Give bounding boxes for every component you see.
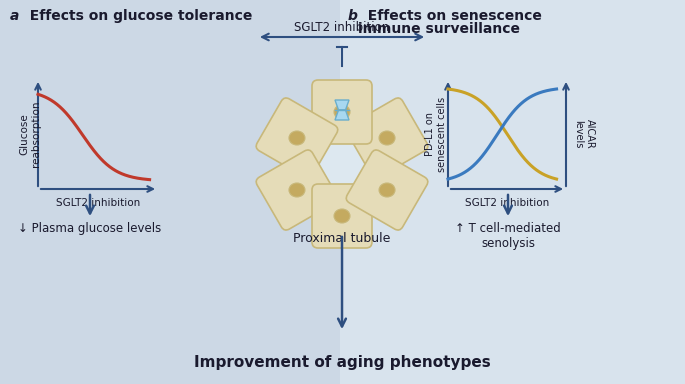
Text: ↓ Plasma glucose levels: ↓ Plasma glucose levels (18, 222, 162, 235)
Text: AICAR
levels: AICAR levels (573, 119, 595, 149)
Text: Glucose
reabsorption: Glucose reabsorption (19, 101, 41, 167)
FancyBboxPatch shape (256, 150, 338, 230)
Text: ↑ T cell-mediated
senolysis: ↑ T cell-mediated senolysis (455, 222, 561, 250)
Text: immune surveillance: immune surveillance (358, 22, 520, 36)
FancyBboxPatch shape (346, 98, 428, 178)
FancyBboxPatch shape (256, 98, 338, 178)
Text: SGLT2 inhibition: SGLT2 inhibition (465, 198, 549, 208)
FancyBboxPatch shape (312, 184, 372, 248)
Text: Improvement of aging phenotypes: Improvement of aging phenotypes (194, 354, 490, 369)
Text: PD-L1 on
senescent cells: PD-L1 on senescent cells (425, 96, 447, 172)
Text: SGLT2 inhibition: SGLT2 inhibition (295, 21, 390, 34)
Text: a: a (10, 9, 19, 23)
FancyBboxPatch shape (312, 80, 372, 144)
Text: b: b (348, 9, 358, 23)
Polygon shape (335, 100, 349, 110)
Ellipse shape (379, 183, 395, 197)
Ellipse shape (379, 131, 395, 145)
Ellipse shape (334, 105, 350, 119)
Bar (0, 0, 340, 384)
Ellipse shape (317, 139, 367, 189)
FancyBboxPatch shape (346, 150, 428, 230)
Ellipse shape (334, 209, 350, 223)
Text: Proximal tubule: Proximal tubule (293, 232, 390, 245)
Text: SGLT2 inhibition: SGLT2 inhibition (56, 198, 140, 208)
Text: Effects on senescence: Effects on senescence (358, 9, 542, 23)
Polygon shape (335, 110, 349, 120)
Text: Effects on glucose tolerance: Effects on glucose tolerance (20, 9, 252, 23)
Ellipse shape (289, 131, 305, 145)
Ellipse shape (289, 183, 305, 197)
